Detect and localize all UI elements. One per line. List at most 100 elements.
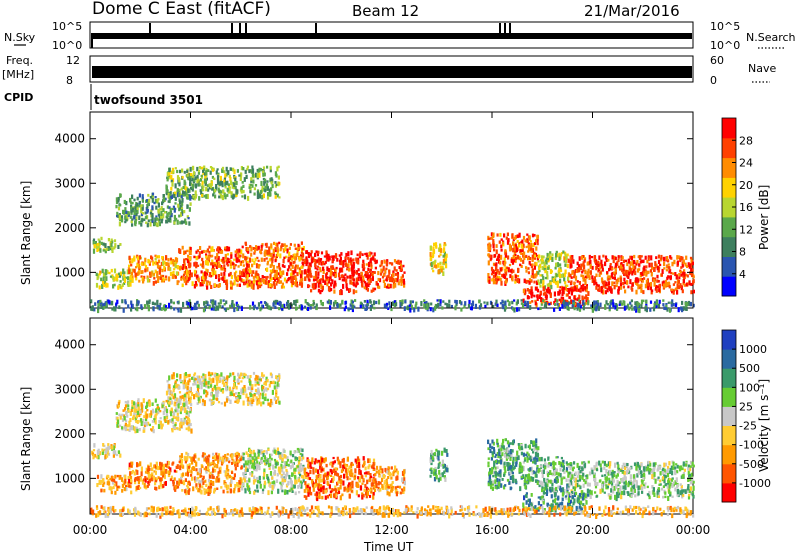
heatmap-cell — [559, 263, 561, 266]
heatmap-cell — [117, 475, 119, 477]
heatmap-cell — [507, 300, 509, 303]
heatmap-cell — [548, 256, 550, 258]
heatmap-cell — [488, 280, 490, 284]
heatmap-cell — [230, 263, 232, 266]
heatmap-cell — [279, 455, 281, 460]
heatmap-cell — [177, 302, 179, 304]
heatmap-cell — [158, 255, 160, 258]
heatmap-cell — [323, 485, 325, 489]
heatmap-cell — [215, 478, 217, 483]
heatmap-cell — [315, 271, 317, 276]
heatmap-cell — [574, 298, 576, 300]
heatmap-cell — [524, 301, 526, 305]
heatmap-cell — [250, 253, 252, 257]
heatmap-cell — [513, 307, 515, 312]
heatmap-cell — [632, 265, 634, 270]
heatmap-cell — [584, 270, 586, 275]
heatmap-cell — [248, 478, 250, 482]
heatmap-cell — [683, 269, 685, 271]
heatmap-cell — [276, 243, 278, 247]
heatmap-cell — [320, 270, 322, 273]
heatmap-cell — [650, 301, 652, 304]
heatmap-cell — [225, 254, 227, 259]
heatmap-cell — [540, 307, 542, 310]
heatmap-cell — [623, 278, 625, 282]
heatmap-cell — [293, 270, 295, 274]
heatmap-cell — [681, 308, 683, 312]
heatmap-cell — [159, 221, 161, 226]
heatmap-cell — [378, 300, 380, 305]
heatmap-cell — [289, 490, 291, 493]
heatmap-cell — [124, 479, 126, 484]
heatmap-cell — [210, 486, 212, 489]
heatmap-cell — [249, 449, 251, 453]
heatmap-cell — [265, 277, 267, 281]
heatmap-cell — [108, 238, 110, 241]
heatmap-cell — [669, 308, 671, 313]
heatmap-cell — [154, 487, 156, 490]
heatmap-cell — [305, 250, 307, 254]
heatmap-cell — [616, 284, 618, 287]
heatmap-cell — [216, 253, 218, 258]
heatmap-cell — [270, 253, 272, 257]
heatmap-cell — [537, 272, 539, 275]
heatmap-cell — [519, 447, 521, 451]
heatmap-cell — [364, 472, 366, 474]
heatmap-cell — [202, 186, 204, 188]
heatmap-cell — [208, 479, 210, 482]
heatmap-cell — [531, 293, 533, 298]
heatmap-cell — [211, 255, 213, 258]
heatmap-cell — [358, 273, 360, 276]
heatmap-cell — [242, 472, 244, 476]
heatmap-cell — [290, 273, 292, 277]
heatmap-cell — [162, 467, 164, 472]
heatmap-cell — [233, 194, 235, 199]
heatmap-cell — [432, 456, 434, 460]
heatmap-cell — [226, 260, 228, 262]
heatmap-cell — [446, 303, 448, 307]
heatmap-cell — [139, 193, 141, 197]
heatmap-cell — [276, 270, 278, 274]
heatmap-cell — [271, 454, 273, 457]
heatmap-cell — [434, 472, 436, 474]
heatmap-cell — [434, 452, 436, 455]
heatmap-cell — [312, 467, 314, 471]
heatmap-cell — [211, 246, 213, 249]
heatmap-cell — [491, 267, 493, 271]
heatmap-cell — [279, 267, 281, 270]
heatmap-cell — [214, 189, 216, 192]
heatmap-cell — [161, 307, 163, 311]
heatmap-cell — [125, 219, 127, 221]
heatmap-cell — [520, 258, 522, 262]
heatmap-cell — [262, 489, 264, 492]
heatmap-cell — [193, 256, 195, 259]
heatmap-cell — [489, 255, 491, 258]
heatmap-cell — [351, 267, 353, 272]
heatmap-cell — [279, 253, 281, 258]
heatmap-cell — [249, 268, 251, 273]
heatmap-cell — [399, 486, 401, 489]
heatmap-cell — [234, 272, 236, 276]
heatmap-cell — [316, 268, 318, 270]
heatmap-cell — [238, 488, 240, 492]
heatmap-cell — [269, 283, 271, 287]
heatmap-cell — [283, 259, 285, 264]
heatmap-cell — [288, 475, 290, 479]
heatmap-cell — [283, 265, 285, 268]
heatmap-cell — [527, 295, 529, 299]
heatmap-cell — [238, 480, 240, 484]
heatmap-cell — [660, 255, 662, 260]
heatmap-cell — [271, 177, 273, 181]
heatmap-cell — [444, 477, 446, 482]
heatmap-cell — [239, 276, 241, 281]
heatmap-cell — [317, 469, 319, 474]
heatmap-cell — [622, 282, 624, 285]
heatmap-cell — [676, 290, 678, 295]
heatmap-cell — [154, 482, 156, 485]
heatmap-cell — [683, 279, 685, 283]
heatmap-cell — [521, 249, 523, 252]
heatmap-cell — [313, 302, 315, 305]
heatmap-cell — [175, 167, 177, 169]
heatmap-cell — [158, 203, 160, 208]
heatmap-cell — [689, 264, 691, 269]
